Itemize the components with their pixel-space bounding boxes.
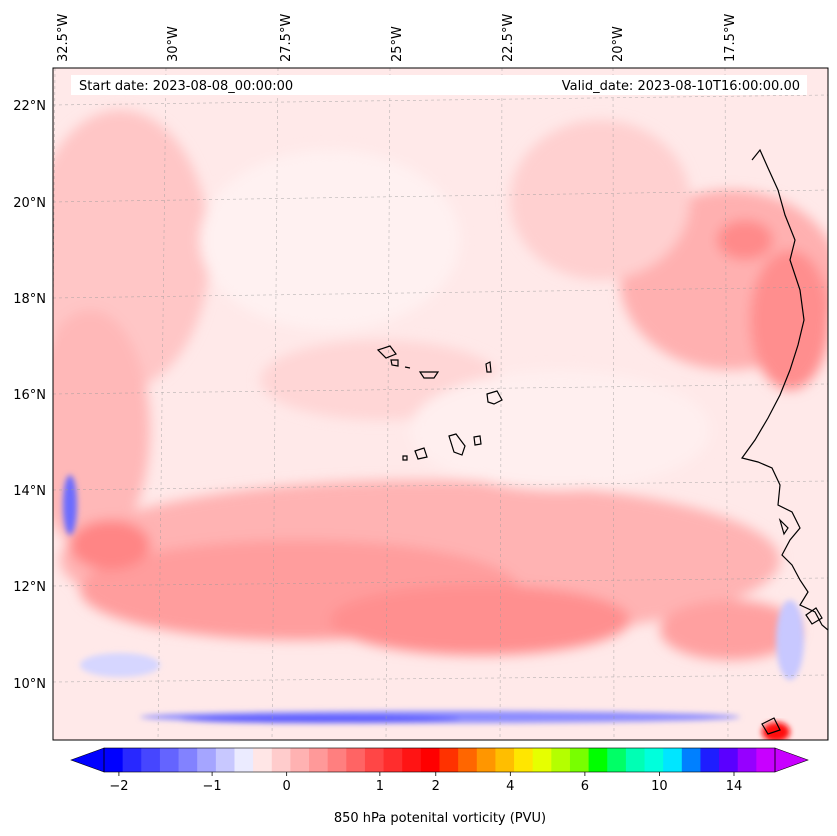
colorbar-cell (215, 748, 235, 772)
colorbar-tick-label: 10 (651, 779, 668, 794)
map-panel (52, 67, 829, 741)
colorbar-cell (309, 748, 329, 772)
colorbar-tick-label: 2 (432, 779, 440, 794)
colorbar-tick-label: 0 (283, 779, 291, 794)
colorbar-cell (495, 748, 515, 772)
colorbar-min-extend (70, 747, 105, 773)
colorbar-cell (271, 748, 291, 772)
date-header-box (71, 75, 807, 95)
lon-label: 32.5°W (56, 14, 71, 62)
longitude-labels: 32.5°W 30°W 27.5°W 25°W 22.5°W 20°W 17.5… (56, 14, 738, 62)
coast-islets (761, 517, 823, 735)
colorbar-cell (290, 748, 310, 772)
colorbar-frame (103, 747, 776, 773)
colorbar-cell (663, 748, 683, 772)
colorbar-cell (681, 748, 701, 772)
colorbar-cell (197, 748, 217, 772)
lon-label: 27.5°W (279, 14, 294, 62)
lat-label: 18°N (13, 292, 46, 307)
lon-label: 30°W (166, 26, 181, 62)
colorbar-cell (253, 748, 273, 772)
map-gridlines (53, 68, 828, 740)
colorbar-cell (234, 748, 254, 772)
colorbar-cell (588, 748, 608, 772)
pv-field-shading (53, 110, 828, 660)
colorbar-cell (159, 748, 180, 772)
colorbar-tick-label: −2 (109, 779, 128, 794)
lat-label: 20°N (13, 196, 46, 211)
colorbar-cell (327, 748, 347, 772)
colorbar-cell (122, 748, 142, 772)
colorbar-cell (178, 748, 198, 772)
colorbar-cell (104, 748, 124, 772)
colorbar-cell (346, 748, 366, 772)
colorbar-cell (756, 748, 776, 772)
colorbar-tick-label: 14 (726, 779, 743, 794)
latitude-labels: 22°N 20°N 18°N 16°N 14°N 12°N 10°N (13, 99, 46, 692)
colorbar-cell (514, 748, 534, 772)
colorbar-cell (458, 748, 478, 772)
colorbar-tick-label: 6 (581, 779, 589, 794)
colorbar-cell (737, 748, 757, 772)
colorbar-cell (607, 748, 627, 772)
colorbar-cell (700, 748, 720, 772)
colorbar-cell (402, 748, 422, 772)
lat-label: 10°N (13, 677, 46, 692)
colorbar-cell (719, 748, 739, 772)
africa-coastline (740, 148, 828, 740)
colorbar-cell (569, 748, 590, 772)
colorbar-cell (364, 748, 385, 772)
colorbar-cell (383, 748, 403, 772)
colorbar-cell (532, 748, 552, 772)
lon-label: 22.5°W (501, 14, 516, 62)
colorbar-cell (476, 748, 496, 772)
colorbar-cells (104, 748, 776, 772)
lat-label: 14°N (13, 484, 46, 499)
colorbar-cell (551, 748, 571, 772)
colorbar-cell (439, 748, 459, 772)
lat-label: 22°N (13, 99, 46, 114)
colorbar-tick-label: 4 (506, 779, 514, 794)
lon-label: 17.5°W (723, 14, 738, 62)
colorbar-ticks: −2 −1 0 1 2 4 6 10 14 (109, 772, 742, 794)
start-date-label: Start date: 2023-08-08_00:00:00 (79, 79, 293, 94)
colorbar-cell (420, 748, 440, 772)
colorbar-cell (625, 748, 646, 772)
lat-label: 16°N (13, 388, 46, 403)
colorbar-tick-label: −1 (203, 779, 222, 794)
lon-label: 25°W (390, 26, 405, 62)
colorbar-cell (644, 748, 664, 772)
valid-date-label: Valid_date: 2023-08-10T16:00:00.00 (562, 79, 800, 94)
colorbar-tick-label: 1 (376, 779, 384, 794)
colorbar: −2 −1 0 1 2 4 6 10 14 850 hPa potenital vorticit… (70, 747, 809, 826)
colorbar-cell (141, 748, 161, 772)
lat-label: 12°N (13, 580, 46, 595)
colorbar-label: 850 hPa potenital vorticity (PVU) (334, 811, 546, 826)
map-frame (52, 67, 829, 741)
cape-verde-islands (376, 345, 503, 461)
colorbar-max-extend (774, 747, 809, 773)
lon-label: 20°W (611, 26, 626, 62)
